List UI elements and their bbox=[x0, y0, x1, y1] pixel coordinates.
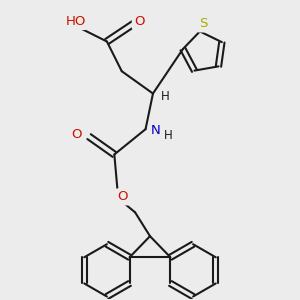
Text: O: O bbox=[71, 128, 82, 141]
Text: O: O bbox=[117, 190, 128, 203]
Text: HO: HO bbox=[65, 15, 86, 28]
Text: H: H bbox=[164, 129, 173, 142]
Text: O: O bbox=[134, 15, 144, 28]
Text: N: N bbox=[151, 124, 161, 137]
Text: H: H bbox=[161, 90, 170, 103]
Text: S: S bbox=[199, 17, 207, 31]
